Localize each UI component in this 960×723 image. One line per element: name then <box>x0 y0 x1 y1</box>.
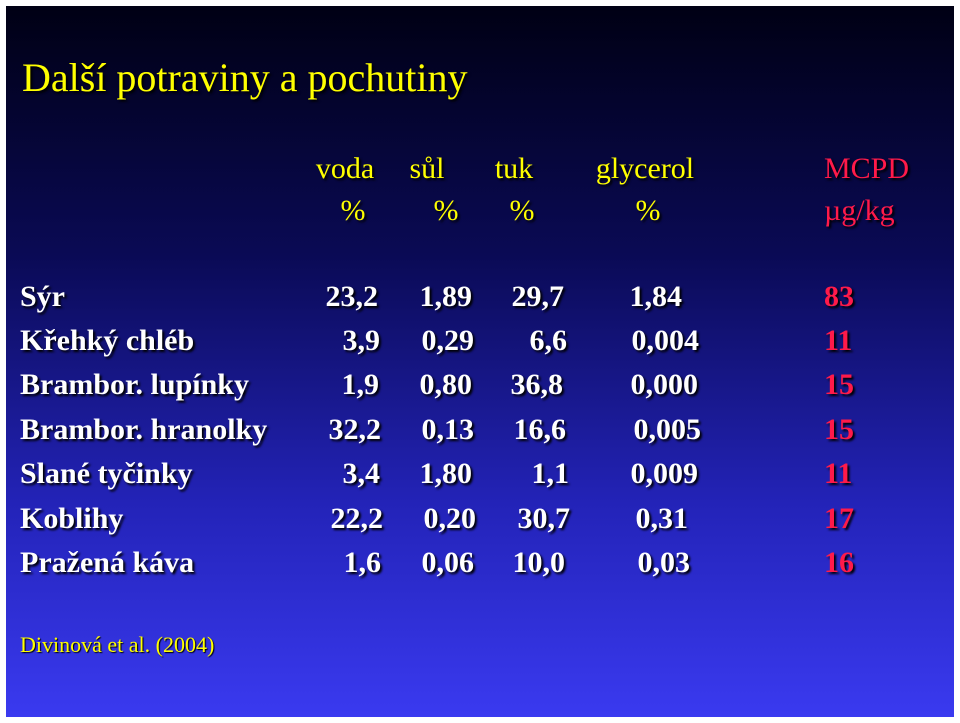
slide: Další potraviny a pochutiny voda sůl tuk… <box>6 6 954 717</box>
cell-tuk: 36,8 <box>510 368 564 401</box>
cell-glycerol: 0,009 <box>630 457 699 490</box>
cell-mcpd: 11 <box>824 324 853 357</box>
cell-voda: 1,6 <box>343 546 382 579</box>
row-label: Brambor. lupínky <box>20 368 249 401</box>
cell-mcpd: 16 <box>824 546 854 579</box>
unit-glycerol: % <box>635 194 661 227</box>
cell-voda: 22,2 <box>330 502 384 535</box>
header-tuk: tuk <box>494 152 534 185</box>
header-glycerol: glycerol <box>595 152 695 185</box>
cell-tuk: 30,7 <box>517 502 571 535</box>
cell-voda: 3,9 <box>342 324 381 357</box>
cell-sul: 1,89 <box>419 280 473 313</box>
cell-tuk: 6,6 <box>529 324 568 357</box>
cell-glycerol: 0,005 <box>633 413 702 446</box>
cell-voda: 23,2 <box>325 280 379 313</box>
cell-tuk: 10,0 <box>512 546 566 579</box>
unit-voda: % <box>340 194 366 227</box>
cell-voda: 3,4 <box>342 457 381 490</box>
header-voda: voda <box>315 152 375 185</box>
cell-glycerol: 0,004 <box>631 324 700 357</box>
row-label: Brambor. hranolky <box>20 413 268 446</box>
cell-tuk: 29,7 <box>511 280 565 313</box>
cell-sul: 0,80 <box>419 368 473 401</box>
unit-tuk: % <box>509 194 535 227</box>
row-label: Křehký chléb <box>20 324 195 357</box>
cell-mcpd: 15 <box>824 413 854 446</box>
header-mcpd: MCPD <box>824 152 910 185</box>
header-sul: sůl <box>409 152 445 185</box>
cell-glycerol: 1,84 <box>629 280 683 313</box>
cell-glycerol: 0,31 <box>635 502 689 535</box>
cell-voda: 32,2 <box>328 413 382 446</box>
cell-mcpd: 17 <box>824 502 854 535</box>
row-label: Pražená káva <box>20 546 195 579</box>
row-label: Koblihy <box>20 502 124 535</box>
citation: Divinová et al. (2004) <box>20 632 215 657</box>
cell-voda: 1,9 <box>341 368 380 401</box>
row-label: Sýr <box>20 280 65 313</box>
cell-glycerol: 0,03 <box>637 546 691 579</box>
row-label: Slané tyčinky <box>20 457 193 490</box>
cell-sul: 0,06 <box>421 546 475 579</box>
cell-glycerol: 0,000 <box>630 368 699 401</box>
cell-sul: 0,13 <box>421 413 475 446</box>
cell-mcpd: 83 <box>824 280 854 313</box>
cell-tuk: 16,6 <box>513 413 567 446</box>
cell-sul: 0,29 <box>421 324 475 357</box>
cell-mcpd: 15 <box>824 368 854 401</box>
cell-mcpd: 11 <box>824 457 853 490</box>
slide-title: Další potraviny a pochutiny <box>22 55 468 100</box>
unit-mcpd: µg/kg <box>824 194 895 227</box>
cell-sul: 0,20 <box>423 502 477 535</box>
unit-sul: % <box>433 194 459 227</box>
cell-sul: 1,80 <box>419 457 473 490</box>
cell-tuk: 1,1 <box>531 457 570 490</box>
